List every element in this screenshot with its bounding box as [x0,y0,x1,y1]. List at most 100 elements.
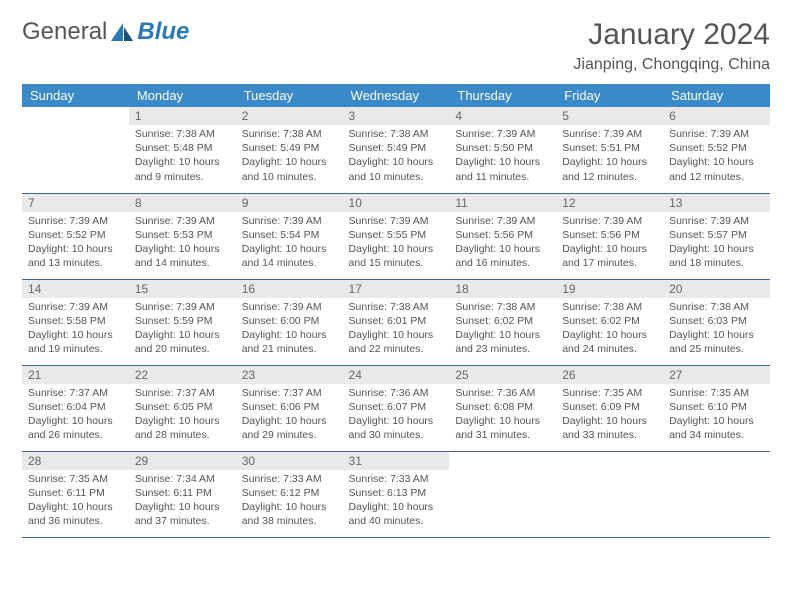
day-details: Sunrise: 7:37 AMSunset: 6:06 PMDaylight:… [236,384,343,447]
day-number: 11 [449,194,556,212]
day-number: 22 [129,366,236,384]
day-details: Sunrise: 7:35 AMSunset: 6:11 PMDaylight:… [22,470,129,533]
day-number: 25 [449,366,556,384]
calendar-cell: 31Sunrise: 7:33 AMSunset: 6:13 PMDayligh… [343,451,450,537]
calendar-cell: 20Sunrise: 7:38 AMSunset: 6:03 PMDayligh… [663,279,770,365]
day-details: Sunrise: 7:38 AMSunset: 6:02 PMDaylight:… [449,298,556,361]
calendar-cell: 13Sunrise: 7:39 AMSunset: 5:57 PMDayligh… [663,193,770,279]
calendar-cell: 17Sunrise: 7:38 AMSunset: 6:01 PMDayligh… [343,279,450,365]
day-number: 5 [556,107,663,125]
calendar-cell: 3Sunrise: 7:38 AMSunset: 5:49 PMDaylight… [343,107,450,193]
day-number: 30 [236,452,343,470]
day-details: Sunrise: 7:38 AMSunset: 5:49 PMDaylight:… [343,125,450,188]
day-details: Sunrise: 7:39 AMSunset: 6:00 PMDaylight:… [236,298,343,361]
day-details: Sunrise: 7:38 AMSunset: 5:48 PMDaylight:… [129,125,236,188]
logo-text-general: General [22,18,107,46]
day-details: Sunrise: 7:39 AMSunset: 5:52 PMDaylight:… [22,212,129,275]
calendar-cell: 4Sunrise: 7:39 AMSunset: 5:50 PMDaylight… [449,107,556,193]
header: General Blue January 2024 Jianping, Chon… [22,18,770,74]
day-number: 31 [343,452,450,470]
calendar-cell [663,451,770,537]
day-details: Sunrise: 7:33 AMSunset: 6:13 PMDaylight:… [343,470,450,533]
day-number: 4 [449,107,556,125]
day-details: Sunrise: 7:38 AMSunset: 6:03 PMDaylight:… [663,298,770,361]
calendar-cell: 12Sunrise: 7:39 AMSunset: 5:56 PMDayligh… [556,193,663,279]
day-details: Sunrise: 7:39 AMSunset: 5:55 PMDaylight:… [343,212,450,275]
calendar-cell: 14Sunrise: 7:39 AMSunset: 5:58 PMDayligh… [22,279,129,365]
day-number: 19 [556,280,663,298]
calendar-cell: 2Sunrise: 7:38 AMSunset: 5:49 PMDaylight… [236,107,343,193]
calendar-cell: 15Sunrise: 7:39 AMSunset: 5:59 PMDayligh… [129,279,236,365]
calendar-cell: 28Sunrise: 7:35 AMSunset: 6:11 PMDayligh… [22,451,129,537]
day-number: 6 [663,107,770,125]
day-details: Sunrise: 7:39 AMSunset: 5:50 PMDaylight:… [449,125,556,188]
day-number: 13 [663,194,770,212]
title-block: January 2024 Jianping, Chongqing, China [573,18,770,74]
calendar-cell: 24Sunrise: 7:36 AMSunset: 6:07 PMDayligh… [343,365,450,451]
day-number: 3 [343,107,450,125]
day-number: 26 [556,366,663,384]
location: Jianping, Chongqing, China [573,56,770,74]
day-details: Sunrise: 7:38 AMSunset: 6:01 PMDaylight:… [343,298,450,361]
logo-sail-icon [109,21,135,43]
logo: General Blue [22,18,189,46]
day-details: Sunrise: 7:37 AMSunset: 6:05 PMDaylight:… [129,384,236,447]
calendar-cell: 9Sunrise: 7:39 AMSunset: 5:54 PMDaylight… [236,193,343,279]
dow-header: Saturday [663,84,770,107]
day-details: Sunrise: 7:39 AMSunset: 5:56 PMDaylight:… [556,212,663,275]
calendar-cell: 21Sunrise: 7:37 AMSunset: 6:04 PMDayligh… [22,365,129,451]
day-number: 28 [22,452,129,470]
calendar-cell: 29Sunrise: 7:34 AMSunset: 6:11 PMDayligh… [129,451,236,537]
day-number: 20 [663,280,770,298]
day-number: 10 [343,194,450,212]
calendar-head: SundayMondayTuesdayWednesdayThursdayFrid… [22,84,770,107]
calendar-cell: 6Sunrise: 7:39 AMSunset: 5:52 PMDaylight… [663,107,770,193]
dow-header: Tuesday [236,84,343,107]
calendar-cell: 26Sunrise: 7:35 AMSunset: 6:09 PMDayligh… [556,365,663,451]
calendar-cell: 22Sunrise: 7:37 AMSunset: 6:05 PMDayligh… [129,365,236,451]
day-details: Sunrise: 7:38 AMSunset: 5:49 PMDaylight:… [236,125,343,188]
calendar-cell: 5Sunrise: 7:39 AMSunset: 5:51 PMDaylight… [556,107,663,193]
calendar-table: SundayMondayTuesdayWednesdayThursdayFrid… [22,84,770,538]
calendar-cell: 18Sunrise: 7:38 AMSunset: 6:02 PMDayligh… [449,279,556,365]
day-number: 21 [22,366,129,384]
day-number: 24 [343,366,450,384]
day-number: 14 [22,280,129,298]
day-details: Sunrise: 7:38 AMSunset: 6:02 PMDaylight:… [556,298,663,361]
dow-header: Monday [129,84,236,107]
day-number: 17 [343,280,450,298]
calendar-cell: 8Sunrise: 7:39 AMSunset: 5:53 PMDaylight… [129,193,236,279]
calendar-row: 14Sunrise: 7:39 AMSunset: 5:58 PMDayligh… [22,279,770,365]
calendar-row: 21Sunrise: 7:37 AMSunset: 6:04 PMDayligh… [22,365,770,451]
day-details: Sunrise: 7:36 AMSunset: 6:07 PMDaylight:… [343,384,450,447]
calendar-cell [449,451,556,537]
calendar-cell: 19Sunrise: 7:38 AMSunset: 6:02 PMDayligh… [556,279,663,365]
calendar-row: 1Sunrise: 7:38 AMSunset: 5:48 PMDaylight… [22,107,770,193]
day-details: Sunrise: 7:39 AMSunset: 5:58 PMDaylight:… [22,298,129,361]
day-details: Sunrise: 7:35 AMSunset: 6:10 PMDaylight:… [663,384,770,447]
day-details: Sunrise: 7:36 AMSunset: 6:08 PMDaylight:… [449,384,556,447]
calendar-cell: 30Sunrise: 7:33 AMSunset: 6:12 PMDayligh… [236,451,343,537]
day-details: Sunrise: 7:39 AMSunset: 5:52 PMDaylight:… [663,125,770,188]
calendar-cell: 1Sunrise: 7:38 AMSunset: 5:48 PMDaylight… [129,107,236,193]
calendar-cell: 27Sunrise: 7:35 AMSunset: 6:10 PMDayligh… [663,365,770,451]
dow-header: Wednesday [343,84,450,107]
calendar-cell: 16Sunrise: 7:39 AMSunset: 6:00 PMDayligh… [236,279,343,365]
day-number: 23 [236,366,343,384]
day-number: 8 [129,194,236,212]
calendar-cell: 7Sunrise: 7:39 AMSunset: 5:52 PMDaylight… [22,193,129,279]
day-details: Sunrise: 7:39 AMSunset: 5:56 PMDaylight:… [449,212,556,275]
day-number: 2 [236,107,343,125]
day-number: 16 [236,280,343,298]
day-number: 7 [22,194,129,212]
day-number: 27 [663,366,770,384]
day-number: 15 [129,280,236,298]
calendar-cell: 10Sunrise: 7:39 AMSunset: 5:55 PMDayligh… [343,193,450,279]
day-details: Sunrise: 7:33 AMSunset: 6:12 PMDaylight:… [236,470,343,533]
dow-header: Friday [556,84,663,107]
dow-header: Thursday [449,84,556,107]
day-number: 1 [129,107,236,125]
calendar-row: 28Sunrise: 7:35 AMSunset: 6:11 PMDayligh… [22,451,770,537]
day-number: 12 [556,194,663,212]
day-details: Sunrise: 7:39 AMSunset: 5:59 PMDaylight:… [129,298,236,361]
